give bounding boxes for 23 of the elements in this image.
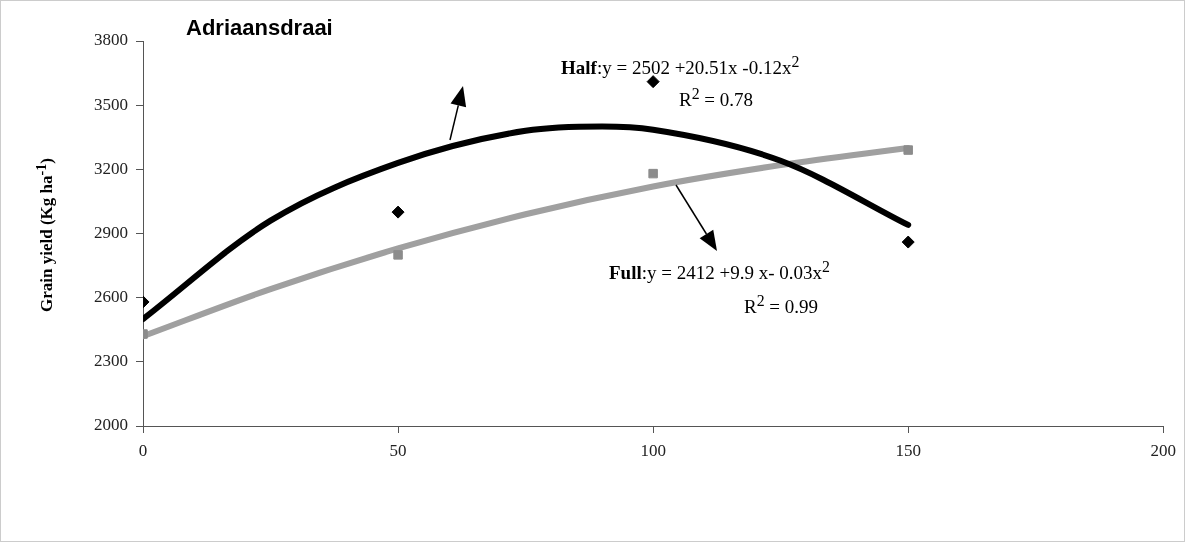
y-tick-label: 2000 [94, 415, 128, 435]
point [393, 250, 403, 260]
x-tick-label: 200 [1150, 440, 1176, 460]
x-tick-label: 0 [138, 440, 148, 460]
annotation: Half:y = 2502 +20.51x -0.12x$^{2}$ [561, 53, 800, 80]
point [903, 145, 913, 155]
y-tick-label: 3800 [94, 30, 128, 50]
annotation: Full:y = 2412 +9.9 x- 0.03x$^{2}$ [609, 258, 830, 285]
annotation: R$^{2}$ = 0.78 [678, 85, 754, 112]
x-tick-label: 150 [895, 440, 921, 460]
y-tick-label: 2300 [94, 351, 128, 371]
annotation: R$^{2}$ = 0.99 [743, 292, 819, 319]
y-tick-label: 2600 [94, 287, 128, 307]
point [646, 75, 660, 89]
point [648, 168, 658, 179]
y-tick-label: 2900 [94, 222, 128, 242]
point [391, 205, 405, 219]
point [901, 235, 915, 249]
x-tick-label: 100 [640, 440, 666, 460]
x-tick-label: 50 [389, 440, 407, 460]
y-tick-label: 3200 [94, 158, 128, 178]
chart-title: Adriaansdraai [186, 15, 333, 41]
y-tick-label: 3500 [94, 94, 128, 114]
